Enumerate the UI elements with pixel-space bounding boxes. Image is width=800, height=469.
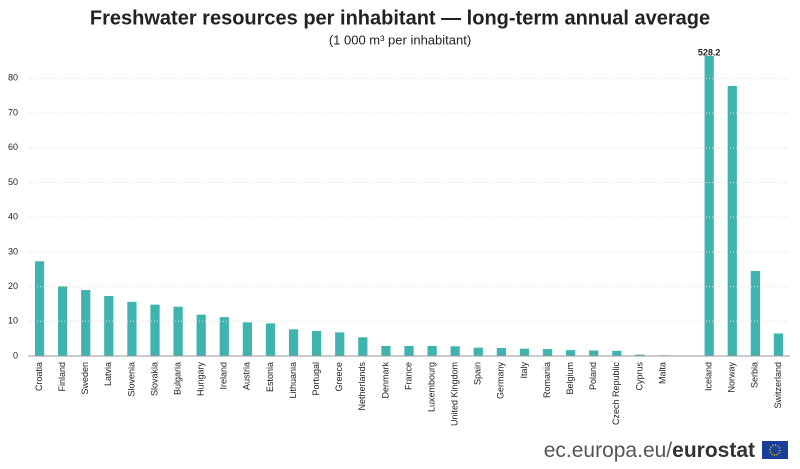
bar [288, 329, 299, 356]
bar [34, 261, 45, 356]
x-tick-label: Ireland [219, 362, 229, 390]
bar [727, 85, 737, 356]
bar [196, 314, 206, 356]
eu-flag [762, 441, 788, 459]
chart-title: Freshwater resources per inhabitant — lo… [90, 7, 710, 29]
bar [496, 348, 506, 356]
bar [150, 304, 160, 356]
source-prefix: ec.europa.eu/ [544, 439, 673, 462]
bar [589, 350, 599, 356]
x-tick-label: Slovakia [149, 362, 159, 396]
bar [427, 345, 437, 356]
source-brand: eurostat [672, 439, 755, 462]
x-tick-label: Poland [588, 362, 598, 390]
x-tick-label: Czech Republic [611, 362, 621, 426]
bar [542, 349, 553, 356]
bar [242, 322, 252, 356]
x-tick-label: Norway [727, 362, 737, 393]
bars [34, 56, 784, 356]
x-tick-label: Estonia [265, 362, 275, 392]
x-tick-label: United Kingdom [450, 362, 460, 426]
y-tick-label: 40 [8, 212, 18, 222]
bar [104, 295, 114, 356]
y-tick-label: 50 [8, 177, 18, 187]
value-label: 528.2 [698, 47, 721, 57]
x-tick-label: Germany [496, 362, 506, 400]
y-tick-label: 80 [8, 73, 18, 83]
bar [750, 270, 760, 356]
x-tick-label: Spain [473, 362, 483, 385]
x-tick-label: Belgium [565, 362, 575, 395]
x-tick-label: Latvia [103, 362, 113, 386]
bar [635, 354, 645, 356]
bar [127, 301, 137, 356]
x-tick-label: Lithuania [288, 362, 298, 399]
x-tick-label: Denmark [380, 362, 390, 399]
x-tick-label: Slovenia [126, 362, 136, 397]
bar [81, 290, 91, 356]
bar [335, 332, 345, 356]
bar [358, 337, 368, 356]
bar [519, 348, 530, 356]
bar [381, 345, 391, 356]
x-tick-label: Luxembourg [426, 362, 436, 412]
x-tick-label: Italy [519, 362, 529, 379]
y-tick-label: 20 [8, 281, 18, 291]
bar [704, 56, 714, 356]
chart-subtitle: (1 000 m³ per inhabitant) [329, 32, 471, 47]
x-tick-label: Austria [242, 362, 252, 390]
x-tick-label: Croatia [34, 362, 44, 391]
bar [173, 306, 183, 356]
y-tick-label: 60 [8, 142, 18, 152]
x-tick-label: Greece [334, 362, 344, 392]
bar [612, 350, 622, 356]
bar [450, 346, 460, 356]
bar [566, 350, 576, 356]
x-tick-label: Iceland [704, 362, 714, 391]
x-tick-label: Netherlands [357, 362, 367, 411]
bar [404, 345, 414, 356]
source: ec.europa.eu/eurostat [544, 439, 755, 462]
x-tick-label: Switzerland [773, 362, 783, 409]
x-tick-label: Sweden [80, 362, 90, 395]
bar [58, 286, 68, 356]
x-tick-label: Cyprus [634, 362, 644, 391]
x-tick-label: Portugal [311, 362, 321, 396]
x-tick-label: France [403, 362, 413, 390]
bar [312, 331, 322, 356]
y-tick-label: 70 [8, 107, 18, 117]
bar [265, 323, 276, 356]
x-tick-label: Malta [657, 362, 667, 384]
y-tick-label: 30 [8, 246, 18, 256]
bar [773, 333, 784, 356]
x-tick-label: Bulgaria [172, 362, 182, 395]
x-tick-label: Serbia [750, 362, 760, 388]
x-tick-label: Finland [57, 362, 67, 392]
bar [219, 317, 229, 356]
y-tick-label: 10 [8, 316, 18, 326]
x-tick-label: Romania [542, 362, 552, 398]
bar [473, 347, 483, 356]
y-tick-label: 0 [13, 350, 18, 360]
x-tick-label: Hungary [196, 362, 206, 397]
